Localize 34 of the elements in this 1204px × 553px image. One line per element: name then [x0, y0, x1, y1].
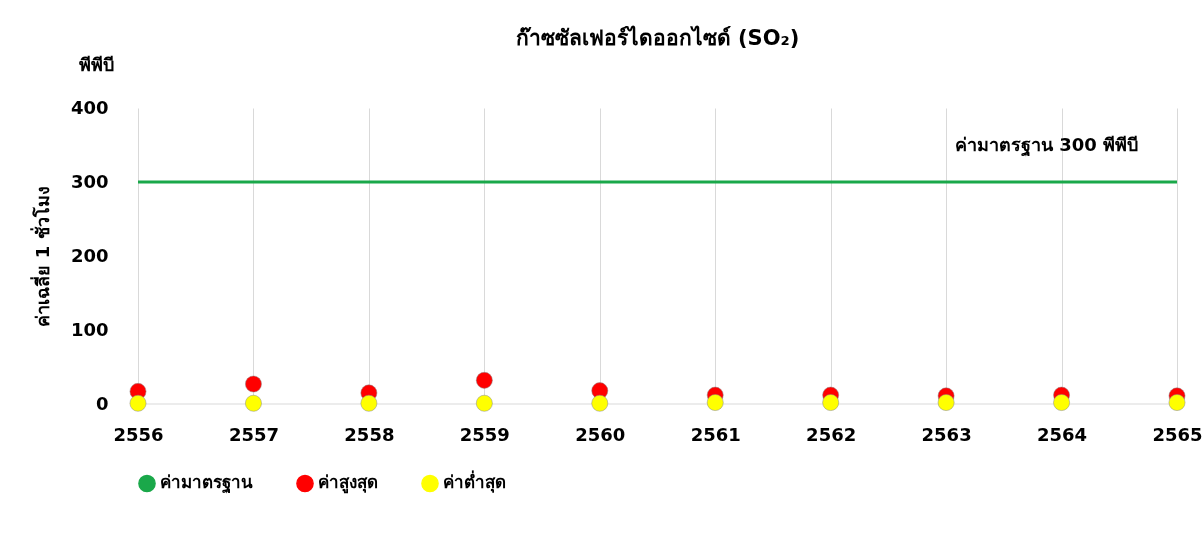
x-tick-label: 2558 — [344, 423, 395, 445]
point — [245, 394, 262, 412]
x-tick-label: 2565 — [1152, 423, 1203, 445]
point — [245, 375, 262, 393]
y-axis-title: ค่าเฉลี่ย 1 ชั่วโมง — [29, 186, 53, 327]
legend-label: ค่ามาตรฐาน — [160, 472, 253, 495]
x-tick-label: 2561 — [690, 423, 741, 445]
x-tick-label: 2564 — [1037, 423, 1088, 445]
x-tick-label: 2557 — [228, 423, 279, 445]
x-tick-label: 2559 — [459, 423, 510, 445]
point — [591, 394, 609, 412]
legend-label: ค่าสูงสุด — [318, 472, 378, 495]
point — [1053, 394, 1070, 411]
point — [129, 394, 147, 412]
y-tick-label: 400 — [70, 96, 109, 118]
y-tick-label: 200 — [70, 244, 109, 266]
point — [476, 372, 493, 389]
point — [706, 394, 724, 411]
point — [937, 394, 955, 411]
legend-label: ค่าต่ำสุด — [443, 470, 506, 494]
x-tick-label: 2563 — [921, 423, 972, 445]
point — [476, 394, 493, 412]
point — [360, 394, 378, 412]
point — [822, 394, 839, 411]
text: พีพีบี — [78, 54, 114, 75]
x-tick-label: 2562 — [806, 423, 857, 445]
y-tick-label: 300 — [70, 170, 109, 192]
point — [1168, 394, 1186, 411]
chart-title: ก๊าซซัลเฟอร์ไดออกไซด์ (SO₂) — [515, 25, 800, 50]
annotation: ค่ามาตรฐาน 300 พีพีบี — [954, 134, 1138, 157]
y-tick-label: 0 — [95, 392, 109, 414]
x-tick-label: 2560 — [575, 423, 626, 445]
x-tick-label: 2556 — [113, 423, 164, 445]
y-tick-label: 100 — [70, 318, 109, 340]
